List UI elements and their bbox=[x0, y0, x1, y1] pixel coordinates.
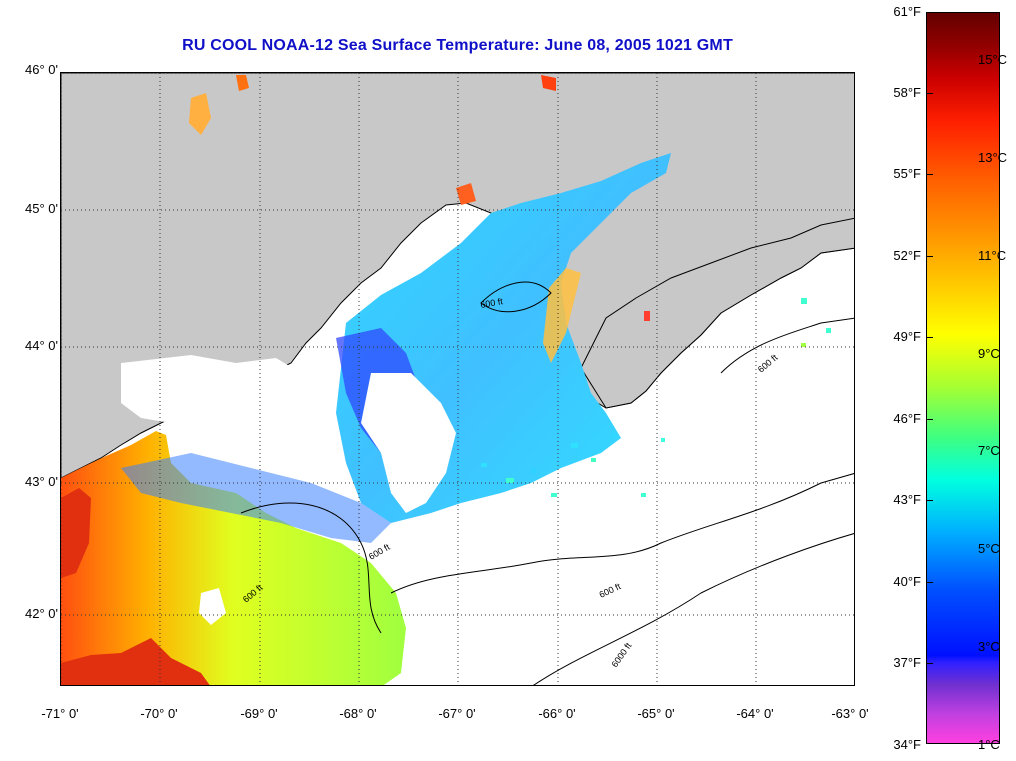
colorbar-f-label: 52°F bbox=[893, 248, 921, 263]
colorbar-tick bbox=[926, 419, 933, 420]
contour-label-600-d: 600 ft bbox=[480, 296, 504, 310]
colorbar-f-label: 37°F bbox=[893, 655, 921, 670]
colorbar-c-label: 1°C bbox=[978, 737, 1000, 752]
contour-label-600-c: 600 ft bbox=[756, 352, 780, 374]
lon-label-65: -65° 0' bbox=[637, 706, 675, 721]
sst-blue-patch-south bbox=[121, 453, 391, 543]
colorbar-c-label: 3°C bbox=[978, 639, 1000, 654]
colorbar-c-label: 5°C bbox=[978, 541, 1000, 556]
colorbar-tick bbox=[926, 582, 933, 583]
colorbar-f-label: 61°F bbox=[893, 4, 921, 19]
cloud-island-1 bbox=[199, 588, 226, 625]
contour-label-6000: 6000 ft bbox=[609, 640, 633, 669]
lon-label-63: -63° 0' bbox=[831, 706, 869, 721]
lat-label-42: 42° 0' bbox=[25, 606, 58, 621]
land-nova-scotia bbox=[580, 217, 854, 409]
lon-label-71: -71° 0' bbox=[41, 706, 79, 721]
colorbar-f-label: 34°F bbox=[893, 737, 921, 752]
sst-red-coast-strip bbox=[61, 488, 210, 685]
temperature-colorbar bbox=[926, 12, 1000, 744]
lat-label-45: 45° 0' bbox=[25, 201, 58, 216]
colorbar-c-label: 9°C bbox=[978, 346, 1000, 361]
colorbar-tick bbox=[926, 174, 933, 175]
sst-scatter bbox=[481, 298, 831, 497]
colorbar-f-label: 46°F bbox=[893, 411, 921, 426]
colorbar-f-label: 58°F bbox=[893, 85, 921, 100]
lat-label-46: 46° 0' bbox=[25, 62, 58, 77]
contour-label-600-a: 600 ft bbox=[367, 542, 392, 562]
figure-title: RU COOL NOAA-12 Sea Surface Temperature:… bbox=[182, 37, 733, 54]
sst-north-fragment-2 bbox=[236, 75, 249, 91]
lon-label-66: -66° 0' bbox=[538, 706, 576, 721]
lon-label-68: -68° 0' bbox=[339, 706, 377, 721]
lat-label-44: 44° 0' bbox=[25, 338, 58, 353]
colorbar-c-label: 15°C bbox=[978, 52, 1008, 67]
lon-label-69: -69° 0' bbox=[240, 706, 278, 721]
lon-label-64: -64° 0' bbox=[736, 706, 774, 721]
map-svg: 600 ft 600 ft 6000 ft 600 ft 600 ft 600 … bbox=[61, 73, 854, 685]
lon-label-70: -70° 0' bbox=[140, 706, 178, 721]
cloud-gap-west bbox=[121, 355, 331, 433]
contour-label-600-b: 600 ft bbox=[598, 581, 623, 600]
map-plot-area[interactable]: 600 ft 600 ft 6000 ft 600 ft 600 ft 600 … bbox=[60, 72, 855, 686]
colorbar-f-label: 55°F bbox=[893, 166, 921, 181]
bathymetry-contours bbox=[240, 281, 854, 685]
lon-label-67: -67° 0' bbox=[438, 706, 476, 721]
colorbar-c-label: 13°C bbox=[978, 150, 1008, 165]
colorbar-tick bbox=[926, 256, 933, 257]
colorbar-f-label: 43°F bbox=[893, 492, 921, 507]
colorbar-tick bbox=[926, 663, 933, 664]
sst-north-fragment-4 bbox=[456, 183, 476, 205]
colorbar-c-label: 7°C bbox=[978, 443, 1000, 458]
colorbar-f-label: 49°F bbox=[893, 329, 921, 344]
colorbar-f-label: 40°F bbox=[893, 574, 921, 589]
colorbar-tick bbox=[926, 500, 933, 501]
colorbar-c-label: 11°C bbox=[978, 248, 1007, 263]
cloud-gap-central bbox=[361, 373, 456, 513]
sst-north-fragment-3 bbox=[541, 75, 556, 91]
colorbar-tick bbox=[926, 93, 933, 94]
sst-north-fragment-1 bbox=[189, 93, 211, 135]
colorbar-tick bbox=[926, 337, 933, 338]
lat-label-43: 43° 0' bbox=[25, 474, 58, 489]
sst-bay-fundy-edge bbox=[543, 268, 581, 363]
lat-grid bbox=[61, 73, 854, 616]
